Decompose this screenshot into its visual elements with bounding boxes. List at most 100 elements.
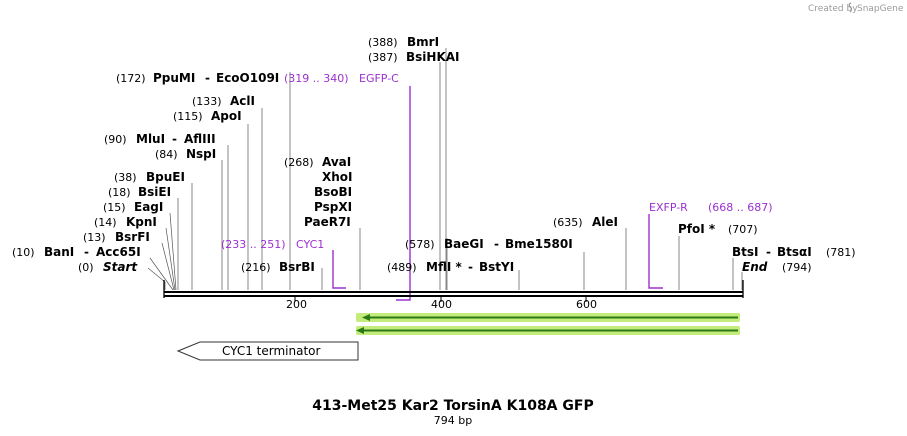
site-name-2: Bme1580I <box>505 237 573 251</box>
site-btsi[interactable]: BtsI - BtsαI (781) <box>732 245 856 259</box>
primer-egfp-c[interactable]: (319 .. 340) EGFP-C <box>284 72 399 85</box>
site-bpuei[interactable]: (38) BpuEI <box>114 170 185 184</box>
site-name: BanI <box>44 245 74 259</box>
site-position: (18) <box>108 186 131 199</box>
site-name-2: BstYI <box>479 260 514 274</box>
primer-exfp-r-marker <box>648 214 663 289</box>
ruler-label-200: 200 <box>286 298 307 311</box>
site-position: (15) <box>103 201 126 214</box>
site-start[interactable]: (0) Start <box>78 260 138 274</box>
site-name: BsrFI <box>115 230 150 244</box>
site-name: BmrI <box>407 35 439 49</box>
site-separator: - <box>84 245 89 259</box>
site-leader-lines <box>147 48 743 291</box>
feature-cyc1-terminator[interactable]: CYC1 terminator <box>176 341 359 361</box>
primer-name: EXFP-R <box>649 201 688 214</box>
site-name: MflI * <box>426 260 462 274</box>
site-name: BsiHKAI <box>406 50 460 64</box>
site-bani[interactable]: (10) BanI - Acc65I <box>12 245 141 259</box>
leader-kpni <box>165 227 176 291</box>
site-separator: - <box>468 260 473 274</box>
site-separator: - <box>172 132 177 146</box>
site-name: BsrBI <box>279 260 315 274</box>
credit-prefix: Created by <box>808 4 858 14</box>
site-acli[interactable]: (133) AclI <box>192 94 255 108</box>
site-name-2: BtsαI <box>777 245 812 259</box>
map-title: 413-Met25 Kar2 TorsinA K108A GFP <box>312 398 593 414</box>
ruler-label-600: 600 <box>576 298 597 311</box>
feature-arrow-shape <box>176 341 359 361</box>
site-position: (10) <box>12 246 35 259</box>
feature-label: CYC1 terminator <box>222 344 321 358</box>
site-ppumi[interactable]: (172) PpuMI - EcoO109I <box>116 71 279 85</box>
site-bsrbi[interactable]: (216) BsrBI <box>241 260 315 274</box>
site-name-3: BsoBI <box>314 185 352 199</box>
site-name-4: PspXI <box>314 200 352 214</box>
site-pfoi[interactable]: PfoI * (707) <box>678 222 758 236</box>
leader-bani <box>149 257 174 291</box>
site-position: (489) <box>387 261 417 274</box>
site-position: (133) <box>192 95 222 108</box>
leader-bsrfi <box>161 242 175 291</box>
site-mlui[interactable]: (90) MluI - AflIII <box>104 132 216 146</box>
site-name: Start <box>103 260 138 274</box>
site-name: AclI <box>230 94 255 108</box>
site-separator: - <box>494 237 499 251</box>
snapgene-logo-icon <box>848 2 853 13</box>
primer-range: (668 .. 687) <box>708 201 773 214</box>
primer-exfp-r[interactable]: EXFP-R (668 .. 687) <box>649 201 773 214</box>
primer-cyc1-marker <box>332 250 346 289</box>
site-name: EagI <box>134 200 163 214</box>
site-mfli[interactable]: (489) MflI * - BstYI <box>387 260 514 274</box>
site-name: BtsI <box>732 245 759 259</box>
leader-start <box>147 267 166 290</box>
site-name-2: EcoO109I <box>216 71 279 85</box>
site-separator: - <box>766 245 771 259</box>
map-length: 794 bp <box>434 414 472 427</box>
site-alei[interactable]: (635) AleI <box>553 215 618 229</box>
site-position: (387) <box>368 51 398 64</box>
site-end[interactable]: End (794) <box>742 260 812 274</box>
site-position: (38) <box>114 171 137 184</box>
site-position: (13) <box>83 231 106 244</box>
site-position: (268) <box>284 156 314 169</box>
site-bsiei[interactable]: (18) BsiEI <box>108 185 171 199</box>
site-position: (172) <box>116 72 146 85</box>
site-nspi[interactable]: (84) NspI <box>155 147 216 161</box>
site-position: (578) <box>405 238 435 251</box>
site-bmri[interactable]: (388) BmrI <box>368 35 439 49</box>
site-position: (0) <box>78 261 94 274</box>
primer-range: (233 .. 251) <box>221 238 286 251</box>
site-name: ApoI <box>211 109 242 123</box>
site-avai[interactable]: (268) AvaI XhoI BsoBI PspXI PaeR7I <box>284 155 353 229</box>
orf-arrow-1-head <box>362 314 370 321</box>
site-baegi[interactable]: (578) BaeGI - Bme1580I <box>405 237 573 251</box>
site-name: NspI <box>186 147 216 161</box>
primer-name: CYC1 <box>296 238 324 251</box>
site-name: AleI <box>592 215 618 229</box>
site-apoi[interactable]: (115) ApoI <box>173 109 242 123</box>
site-kpni[interactable]: (14) KpnI <box>94 215 157 229</box>
site-name: BaeGI <box>444 237 484 251</box>
site-bsrfi[interactable]: (13) BsrFI <box>83 230 150 244</box>
site-position: (90) <box>104 133 127 146</box>
site-separator: - <box>205 71 210 85</box>
site-position: (794) <box>782 261 812 274</box>
site-name: PpuMI <box>153 71 195 85</box>
site-name: BsiEI <box>138 185 171 199</box>
site-name: AvaI <box>322 155 351 169</box>
site-position: (84) <box>155 148 178 161</box>
primer-egfp-c-marker <box>396 86 411 301</box>
site-bsihkai[interactable]: (387) BsiHKAI <box>368 50 460 64</box>
site-name-5: PaeR7I <box>304 215 351 229</box>
orf-arrows <box>356 313 740 335</box>
site-name: BpuEI <box>146 170 185 184</box>
site-name: MluI <box>136 132 165 146</box>
primer-cyc1[interactable]: (233 .. 251) CYC1 <box>221 238 324 251</box>
site-eagi[interactable]: (15) EagI <box>103 200 163 214</box>
ruler: 200 400 600 <box>286 297 597 311</box>
site-name: PfoI * <box>678 222 716 236</box>
orf-arrow-2-head <box>356 327 364 334</box>
leader-eagi <box>169 212 177 291</box>
